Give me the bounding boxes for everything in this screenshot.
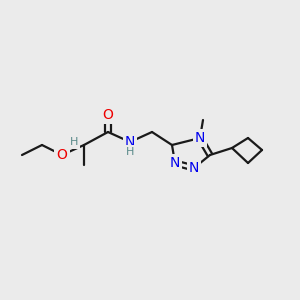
Text: N: N [189,161,199,175]
Text: O: O [103,108,113,122]
Text: H: H [70,137,78,147]
Text: N: N [125,135,135,149]
Text: N: N [170,156,180,170]
Text: N: N [195,131,205,145]
Text: H: H [126,147,134,157]
Text: O: O [57,148,68,162]
